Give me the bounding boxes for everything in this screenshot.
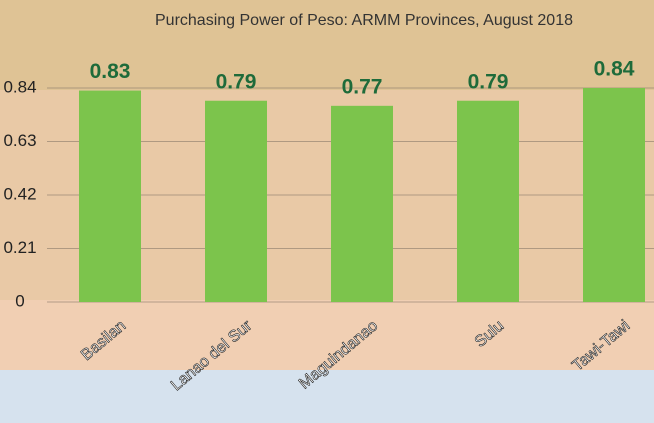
value-label: 0.79	[468, 70, 509, 93]
value-label: 0.83	[90, 60, 131, 83]
y-tick-label: 0.63	[3, 131, 36, 150]
bar	[79, 91, 141, 302]
bar	[205, 101, 267, 302]
background-bottom	[0, 370, 654, 423]
value-label: 0.79	[216, 70, 257, 93]
chart: Purchasing Power of Peso: ARMM Provinces…	[0, 0, 654, 423]
bar	[583, 88, 645, 302]
y-tick-label: 0	[15, 291, 24, 310]
bar	[331, 106, 393, 302]
chart-title: Purchasing Power of Peso: ARMM Provinces…	[155, 12, 573, 29]
bar	[457, 101, 519, 302]
y-tick-label: 0.21	[3, 238, 36, 257]
value-label: 0.84	[594, 58, 635, 81]
value-label: 0.77	[342, 75, 383, 98]
y-tick-label: 0.84	[3, 77, 36, 96]
y-tick-label: 0.42	[3, 184, 36, 203]
